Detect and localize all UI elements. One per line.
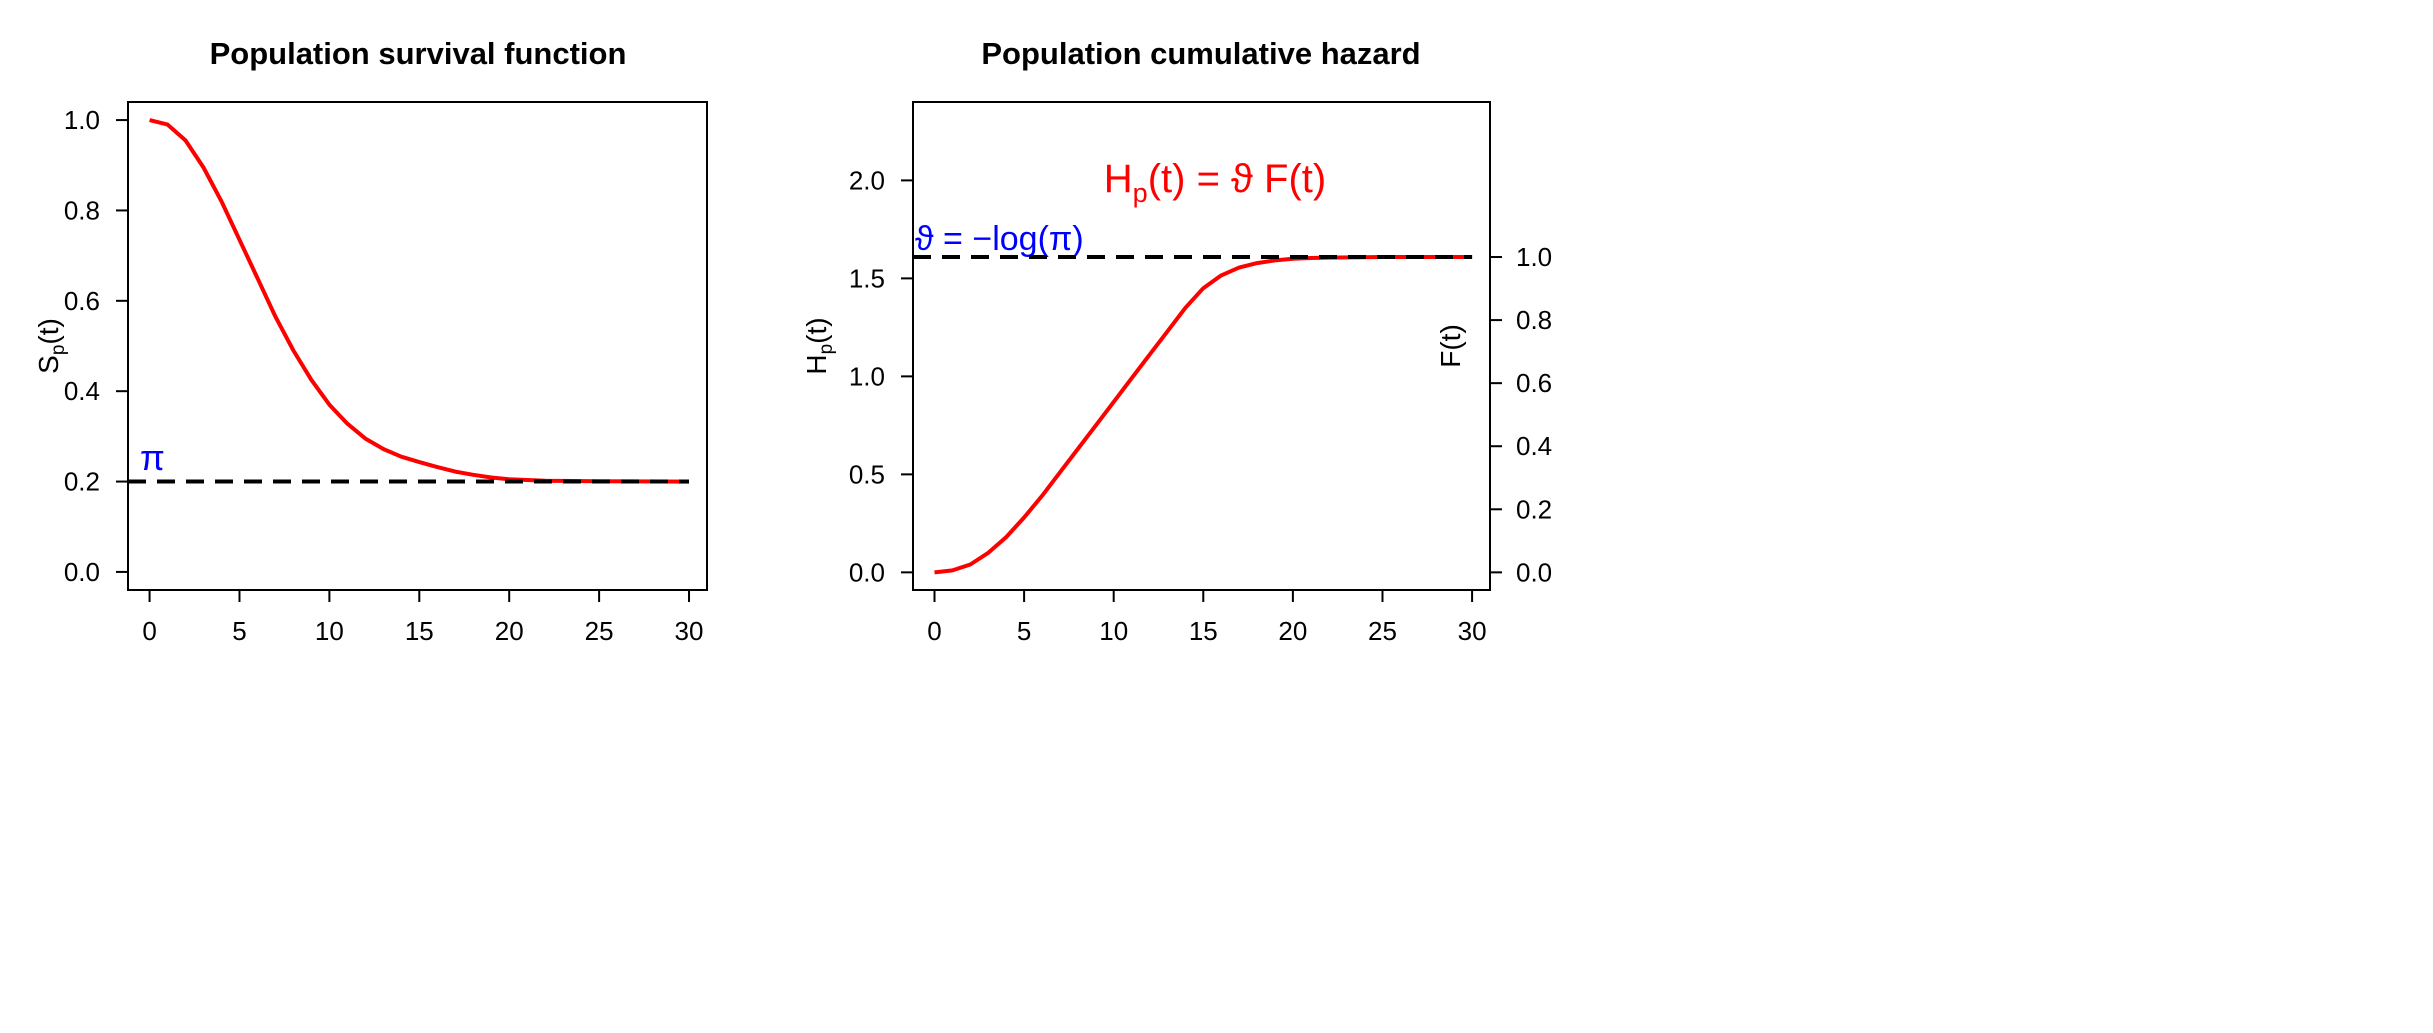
- pi-label: π: [140, 437, 165, 478]
- y-right-tick-label: 0.2: [1516, 494, 1552, 524]
- y-tick-label: 0.4: [64, 376, 100, 406]
- y-tick-label: 0.5: [849, 459, 885, 489]
- survival-ylabel: Sp(t): [33, 318, 69, 374]
- y-tick-label: 2.0: [849, 165, 885, 195]
- x-tick-label: 0: [142, 616, 156, 646]
- plot-frame: [127, 101, 708, 591]
- x-tick-label: 30: [1458, 616, 1487, 646]
- x-tick-label: 25: [585, 616, 614, 646]
- hazard-title: Population cumulative hazard: [981, 36, 1420, 71]
- survival-panel: Population survival function Sp(t) π 0 5 1…: [33, 36, 708, 646]
- survival-title: Population survival function: [210, 36, 627, 71]
- x-tick-label: 10: [1099, 616, 1128, 646]
- y-tick-label: 1.0: [64, 105, 100, 135]
- y-tick-label: 0.0: [64, 557, 100, 587]
- y-tick-label: 1.5: [849, 263, 885, 293]
- x-tick-label: 5: [1017, 616, 1031, 646]
- hazard-formula: Hp(t) = ϑ F(t): [1104, 157, 1326, 208]
- x-tick-label: 0: [927, 616, 941, 646]
- x-tick-label: 20: [1278, 616, 1307, 646]
- y-tick-label: 0.0: [849, 557, 885, 587]
- y-tick-label: 0.8: [64, 195, 100, 225]
- theta-label: ϑ = −log(π): [915, 220, 1084, 258]
- x-tick-label: 10: [315, 616, 344, 646]
- y-right-tick-label: 0.6: [1516, 368, 1552, 398]
- x-tick-label: 30: [675, 616, 704, 646]
- series-line: [934, 255, 1473, 575]
- x-tick-label: 5: [232, 616, 246, 646]
- plot-frame: [912, 101, 1491, 591]
- y-tick-label: 0.6: [64, 286, 100, 316]
- y-right-tick-label: 1.0: [1516, 242, 1552, 272]
- y-right-tick-label: 0.0: [1516, 557, 1552, 587]
- x-tick-label: 15: [405, 616, 434, 646]
- x-tick-label: 20: [495, 616, 524, 646]
- y-right-tick-label: 0.8: [1516, 305, 1552, 335]
- y-tick-label: 1.0: [849, 361, 885, 391]
- x-tick-label: 25: [1368, 616, 1397, 646]
- y-tick-label: 0.2: [64, 467, 100, 497]
- y-right-tick-label: 0.4: [1516, 431, 1552, 461]
- series-line: [149, 118, 690, 484]
- hazard-ylabel-right: F(t): [1435, 324, 1466, 368]
- hazard-panel: Population cumulative hazard Hp(t) F(t) …: [801, 36, 1552, 646]
- hazard-ylabel: Hp(t): [801, 317, 837, 374]
- x-tick-label: 15: [1189, 616, 1218, 646]
